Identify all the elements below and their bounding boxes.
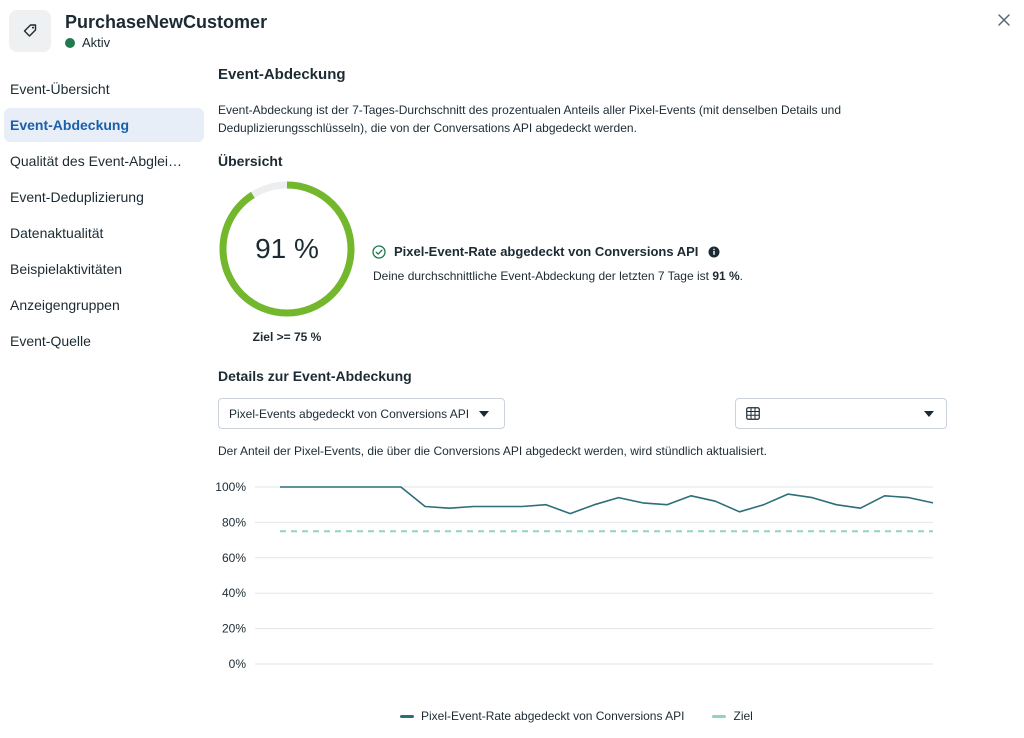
info-icon[interactable] [708,246,720,258]
sidebar-nav: Event-Übersicht Event-Abdeckung Qualität… [4,72,204,360]
coverage-ring: 91 % [218,180,356,318]
sidebar-item-event-match-quality[interactable]: Qualität des Event-Abglei… [4,144,204,178]
details-heading: Details zur Event-Abdeckung [218,368,412,384]
sidebar-item-label: Beispielaktivitäten [10,261,123,277]
ring-value-label: 91 % [255,233,319,264]
sidebar-item-event-overview[interactable]: Event-Übersicht [4,72,204,106]
sidebar-item-event-coverage[interactable]: Event-Abdeckung [4,108,204,142]
details-hint: Der Anteil der Pixel-Events, die über di… [218,444,767,458]
sidebar-item-label: Qualität des Event-Abglei… [10,153,182,169]
y-tick-label: 0% [229,657,247,671]
chevron-down-icon [479,410,490,417]
chevron-down-icon [924,410,934,417]
legend-swatch-rate [400,714,414,718]
sidebar-item-event-source[interactable]: Event-Quelle [4,324,204,358]
metric-select-value: Pixel-Events abgedeckt von Conversions A… [229,406,470,421]
panel-header: PurchaseNewCustomer Aktiv [0,0,1024,60]
y-tick-label: 100% [215,480,246,494]
y-tick-label: 60% [222,551,246,565]
ring-progress [219,181,355,317]
sidebar-item-label: Anzeigengruppen [10,297,120,313]
table-icon [746,407,760,420]
rate-title: Pixel-Event-Rate abgedeckt von Conversio… [372,244,720,259]
close-icon [998,14,1010,26]
status-label: Aktiv [82,35,111,50]
series-line-rate [280,486,934,515]
sidebar-item-label: Datenaktualität [10,225,104,241]
sidebar-item-ad-sets[interactable]: Anzeigengruppen [4,288,204,322]
section-heading: Event-Abdeckung [218,66,346,83]
legend-label-rate: Pixel-Event-Rate abgedeckt von Conversio… [421,709,685,723]
section-description: Event-Abdeckung ist der 7-Tages-Durchsch… [218,103,841,135]
status-indicator: Aktiv [65,35,110,50]
rate-description: Deine durchschnittliche Event-Abdeckung … [373,269,743,283]
page-title: PurchaseNewCustomer [65,12,268,32]
overview-heading: Übersicht [218,153,283,169]
y-tick-label: 80% [222,515,246,529]
legend-swatch-goal [712,714,727,718]
sidebar-item-label: Event-Quelle [10,333,91,349]
rate-desc-prefix: Deine durchschnittliche Event-Abdeckung … [373,269,713,283]
legend-label-goal: Ziel [733,709,753,723]
sidebar-item-label: Event-Abdeckung [10,117,130,133]
status-dot-icon [65,37,75,48]
check-circle-icon [372,244,386,259]
rate-desc-value: 91 % [712,269,740,283]
coverage-line-chart: 0% 20% 40% 60% 80% 100% [215,480,934,671]
sidebar-item-data-freshness[interactable]: Datenaktualität [4,216,204,250]
sidebar-item-label: Event-Deduplizierung [10,189,144,205]
sidebar-item-event-deduplication[interactable]: Event-Deduplizierung [4,180,204,214]
view-select[interactable] [735,398,947,429]
rate-title-text: Pixel-Event-Rate abgedeckt von Conversio… [394,244,699,259]
overview-block: 91 % Ziel >= 75 % Pixel-Event-Rate abged… [218,180,818,350]
close-button[interactable] [994,10,1014,30]
y-tick-label: 20% [222,622,246,636]
sidebar-item-label: Event-Übersicht [10,81,110,97]
y-tick-label: 40% [222,586,246,600]
chart-legend: Pixel-Event-Rate abgedeckt von Conversio… [400,707,753,725]
sidebar-item-sample-activities[interactable]: Beispielaktivitäten [4,252,204,286]
metric-select[interactable]: Pixel-Events abgedeckt von Conversions A… [218,398,505,429]
goal-label: Ziel >= 75 % [252,330,322,344]
tag-icon [9,10,51,52]
rate-desc-suffix: . [739,269,744,283]
